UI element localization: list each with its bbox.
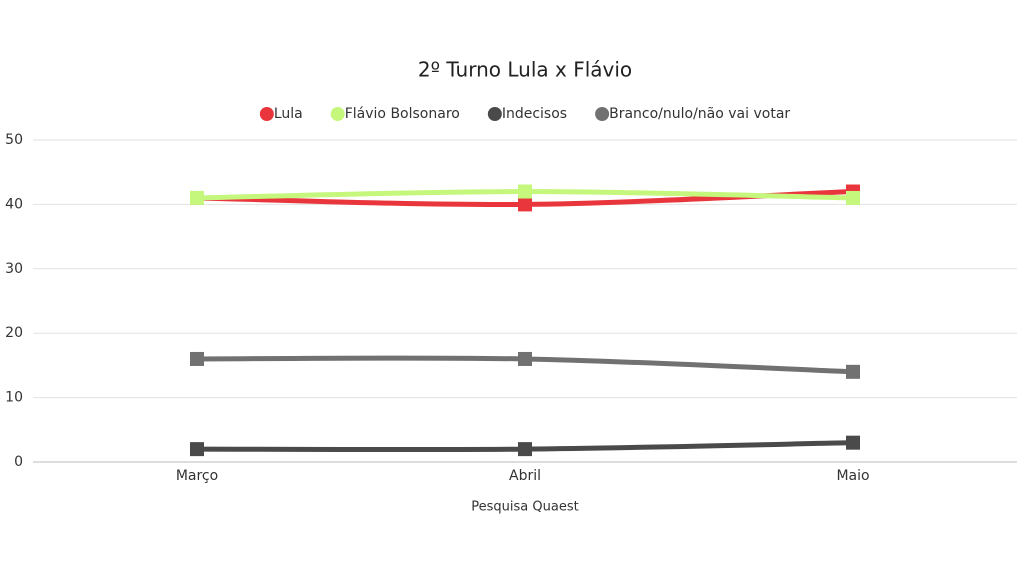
legend-label: Branco/nulo/não vai votar	[609, 106, 790, 122]
point-marker	[190, 190, 204, 205]
legend-label: Lula	[274, 106, 303, 122]
y-tick-label: 10	[5, 390, 23, 406]
point-marker	[518, 184, 532, 199]
legend-marker	[259, 107, 274, 121]
point-marker	[518, 197, 532, 212]
y-tick-label: 40	[5, 196, 23, 212]
point-marker	[190, 351, 204, 366]
chart-title: 2º Turno Lula x Flávio	[418, 58, 632, 82]
point-marker	[518, 351, 532, 366]
point-marker	[518, 442, 532, 457]
y-tick-label: 50	[5, 132, 23, 148]
legend-marker	[595, 107, 610, 121]
x-axis-label: Pesquisa Quaest	[471, 500, 578, 515]
legend-marker	[330, 107, 345, 121]
y-tick-label: 30	[5, 261, 23, 277]
x-tick-label: Abril	[509, 468, 541, 484]
point-marker	[846, 435, 860, 450]
point-marker	[846, 190, 860, 205]
legend-label: Indecisos	[502, 106, 567, 122]
y-tick-label: 20	[5, 325, 23, 341]
y-tick-label: 0	[14, 454, 23, 470]
x-tick-label: Maio	[836, 468, 869, 484]
point-marker	[846, 364, 860, 379]
legend-label: Flávio Bolsonaro	[345, 106, 460, 122]
x-tick-label: Março	[176, 468, 218, 484]
point-marker	[190, 442, 204, 457]
legend-marker	[487, 107, 502, 121]
